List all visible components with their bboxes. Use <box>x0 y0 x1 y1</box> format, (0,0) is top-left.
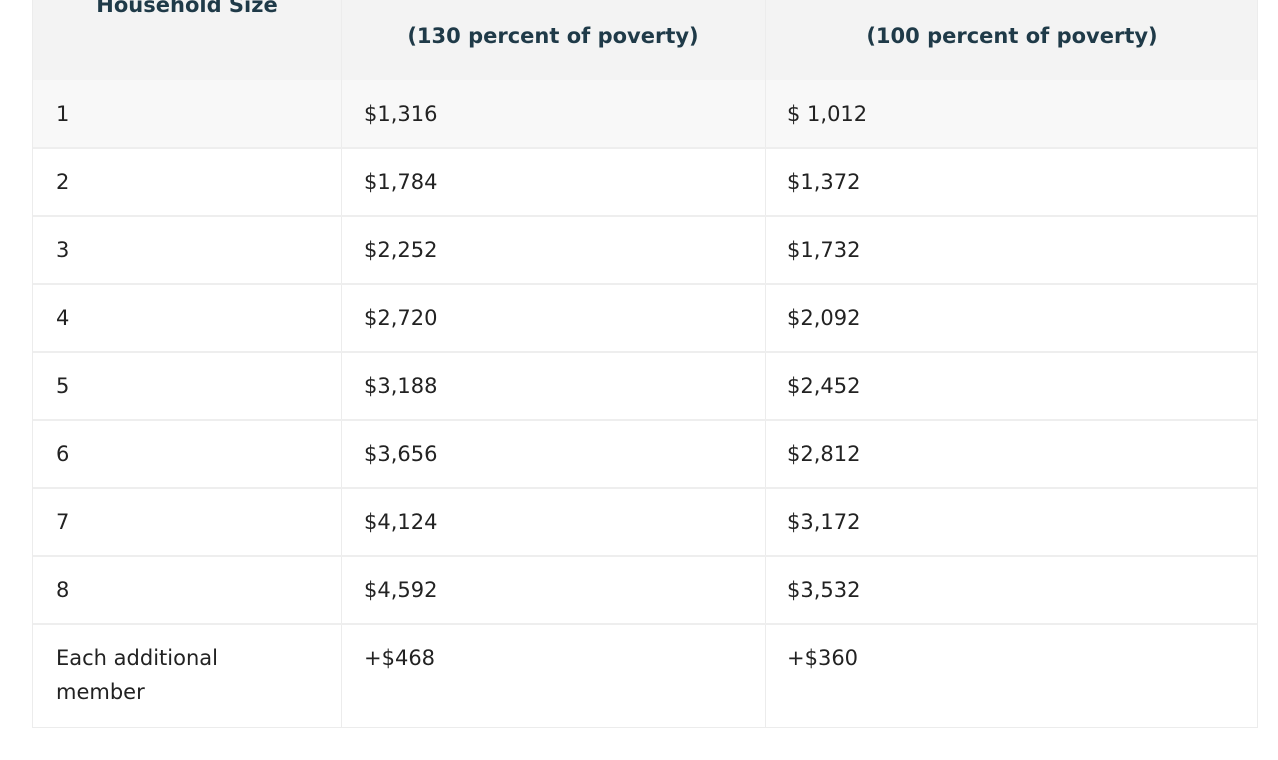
amount: $1,316 <box>364 102 438 126</box>
amount: $1,732 <box>787 238 861 262</box>
row-label: Each additional member <box>56 646 218 704</box>
amount: $1,784 <box>364 170 438 194</box>
row-divider <box>33 419 1257 421</box>
amount: $2,720 <box>364 306 438 330</box>
row-label: 5 <box>56 374 70 398</box>
amount: $4,124 <box>364 510 438 534</box>
row-divider <box>33 147 1257 149</box>
row-divider <box>33 623 1257 625</box>
column-header: (100 percent of poverty) <box>866 24 1158 48</box>
row-label: 7 <box>56 510 70 534</box>
table: Household Size (130 percent of poverty) (1… <box>32 0 1258 728</box>
amount: $3,656 <box>364 442 438 466</box>
amount: $4,592 <box>364 578 438 602</box>
amount: $3,172 <box>787 510 861 534</box>
amount: $ 1,012 <box>787 102 868 126</box>
column-divider <box>341 0 342 727</box>
amount: +$360 <box>787 646 859 670</box>
amount: $2,812 <box>787 442 861 466</box>
row-divider <box>33 215 1257 217</box>
amount: $2,252 <box>364 238 438 262</box>
row-divider <box>33 351 1257 353</box>
row-divider <box>33 555 1257 557</box>
row-label: 2 <box>56 170 70 194</box>
row-divider <box>33 283 1257 285</box>
header-background <box>33 0 1257 80</box>
row-divider <box>33 487 1257 489</box>
first-row-background <box>33 80 1257 148</box>
row-label: 1 <box>56 102 70 126</box>
column-divider <box>765 0 766 727</box>
row-label: 6 <box>56 442 70 466</box>
column-header: Household Size <box>96 0 278 17</box>
amount: $3,532 <box>787 578 861 602</box>
amount: $2,092 <box>787 306 861 330</box>
amount: $1,372 <box>787 170 861 194</box>
amount: $3,188 <box>364 374 438 398</box>
row-label: 3 <box>56 238 70 262</box>
row-label: 8 <box>56 578 70 602</box>
row-label: 4 <box>56 306 70 330</box>
amount: +$468 <box>364 646 436 670</box>
amount: $2,452 <box>787 374 861 398</box>
column-header: (130 percent of poverty) <box>407 24 699 48</box>
